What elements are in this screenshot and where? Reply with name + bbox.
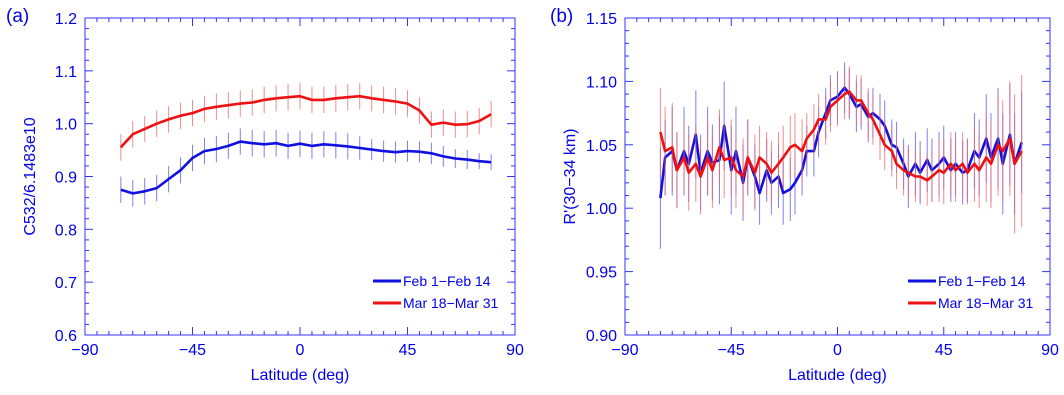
series-line-a-s2 [119, 94, 492, 149]
x-axis-label-a: Latitude (deg) [251, 367, 350, 384]
y-tick-label-a: 0.6 [55, 328, 77, 345]
y-tick-label-a: 1.2 [55, 11, 77, 28]
x-axis-label-b: Latitude (deg) [788, 367, 887, 384]
y-tick-label-b: 1.05 [586, 138, 617, 155]
y-tick-label-b: 1.00 [586, 201, 617, 218]
y-axis-label-b: R'(30−34 km) [562, 129, 579, 225]
x-tick-label-b: 90 [1041, 342, 1059, 359]
series-line-b-s2 [659, 90, 1023, 182]
y-tick-label-b: 1.10 [586, 74, 617, 91]
y-tick-label-b: 0.90 [586, 328, 617, 345]
y-axis-label-a: C532/6.1483e10 [22, 117, 39, 235]
y-tick-label-a: 1.1 [55, 64, 77, 81]
panel-b-label: (b) [550, 6, 574, 27]
legend-label-a-s1: Feb 1−Feb 14 [403, 273, 491, 289]
legend-label-a-s2: Mar 18−Mar 31 [403, 295, 499, 311]
y-tick-label-b: 0.95 [586, 265, 617, 282]
x-tick-label-a: −45 [179, 342, 206, 359]
y-tick-label-a: 0.8 [55, 222, 77, 239]
panel-a-label: (a) [6, 6, 30, 27]
x-tick-label-a: 90 [506, 342, 524, 359]
x-tick-label-a: 45 [399, 342, 417, 359]
y-tick-label-a: 0.9 [55, 170, 77, 187]
x-tick-label-a: −90 [71, 342, 98, 359]
y-tick-label-b: 1.15 [586, 11, 617, 28]
legend-label-b-s1: Feb 1−Feb 14 [938, 273, 1026, 289]
y-tick-label-a: 1.0 [55, 117, 77, 134]
series-line-b-s1 [659, 86, 1023, 199]
x-tick-label-b: 0 [833, 342, 842, 359]
x-tick-label-b: −90 [611, 342, 638, 359]
legend-label-b-s2: Mar 18−Mar 31 [938, 295, 1034, 311]
x-tick-label-b: 45 [935, 342, 953, 359]
series-line-a-s1 [120, 140, 492, 195]
x-tick-label-a: 0 [296, 342, 305, 359]
x-tick-label-b: −45 [718, 342, 745, 359]
y-tick-label-a: 0.7 [55, 275, 77, 292]
